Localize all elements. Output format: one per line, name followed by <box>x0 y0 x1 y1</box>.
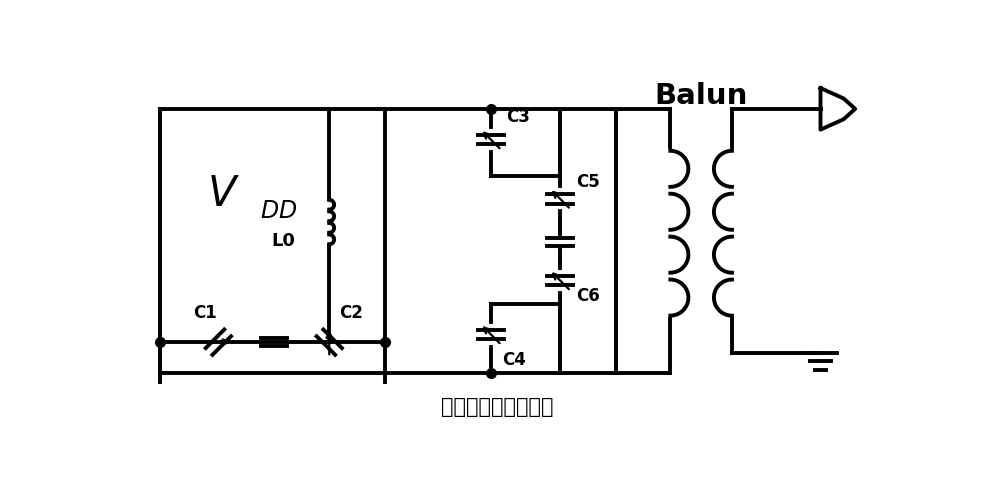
Text: $DD$: $DD$ <box>260 200 297 223</box>
Text: C6: C6 <box>576 287 599 305</box>
Text: L0: L0 <box>271 231 295 249</box>
Text: 可配置阻抗转换部分: 可配置阻抗转换部分 <box>441 397 553 417</box>
Text: C5: C5 <box>576 173 599 191</box>
Text: C2: C2 <box>339 304 363 322</box>
Text: $V$: $V$ <box>207 172 240 215</box>
Text: C3: C3 <box>506 107 530 125</box>
Text: Balun: Balun <box>654 82 748 110</box>
Text: C4: C4 <box>502 351 526 369</box>
Text: C1: C1 <box>193 304 216 322</box>
